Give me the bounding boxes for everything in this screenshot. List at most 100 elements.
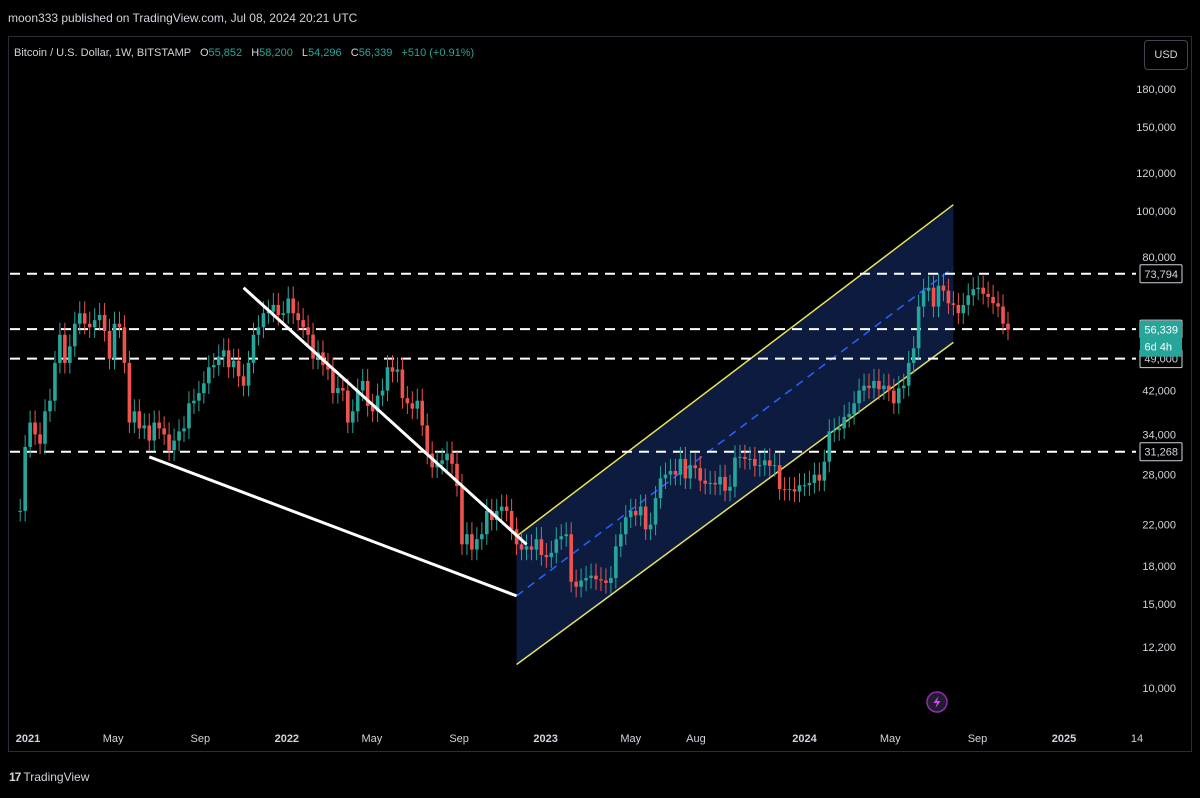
candle-body xyxy=(857,390,861,404)
candle-body xyxy=(633,510,638,516)
candle-body xyxy=(226,350,231,368)
candle-body xyxy=(28,422,32,447)
candle-body xyxy=(202,383,206,394)
candle-body xyxy=(499,506,504,511)
candle-body xyxy=(549,552,554,558)
candle-body xyxy=(544,554,549,558)
candle-body xyxy=(296,313,300,321)
time-tick-label: 2024 xyxy=(792,733,817,745)
candle-body xyxy=(753,458,757,466)
candle-body xyxy=(127,362,132,423)
candle-body xyxy=(276,304,281,315)
candle-body xyxy=(420,400,425,426)
candle-body xyxy=(991,296,995,304)
candle-body xyxy=(757,465,762,467)
candle-body xyxy=(896,388,901,404)
symbol-name[interactable]: Bitcoin / U.S. Dollar, 1W, BITSTAMP xyxy=(14,47,191,59)
candle-body xyxy=(256,327,261,335)
candle-body xyxy=(112,323,117,359)
candle-body xyxy=(365,380,370,406)
candle-body xyxy=(688,465,693,479)
candle-body xyxy=(663,474,668,479)
time-tick-label: 2023 xyxy=(533,733,557,745)
candle-body xyxy=(370,405,375,412)
candle-body xyxy=(400,369,405,399)
wedge-upper-line xyxy=(242,286,528,546)
candle-body xyxy=(728,486,732,491)
candle-body xyxy=(872,380,876,389)
candle-body xyxy=(286,298,291,314)
candle-body xyxy=(623,517,628,535)
candle-body xyxy=(53,362,57,401)
candle-body xyxy=(470,534,474,550)
candle-body xyxy=(355,390,360,412)
candle-body xyxy=(723,476,727,491)
level-badge xyxy=(1139,264,1183,284)
candle-body xyxy=(63,334,67,363)
candle-body xyxy=(648,524,653,530)
candle-body xyxy=(445,453,449,461)
price-tick-label: 34,000 xyxy=(1142,429,1176,441)
candle-body xyxy=(619,534,623,547)
candle-body xyxy=(211,365,216,368)
time-axis: 2021 May Sep 2022 May Sep 2023 May Aug 2024 May Sep… xyxy=(16,733,1143,745)
candle-body xyxy=(678,458,683,475)
candle-body xyxy=(782,489,787,491)
candle-body xyxy=(137,411,142,429)
candle-body xyxy=(187,403,191,429)
price-axis: 10,000 12,200 15,000 18,000 22,000 28,000 34,0… xyxy=(1136,84,1176,695)
time-tick-label: Sep xyxy=(449,733,469,745)
candle-body xyxy=(718,476,722,485)
candle-body xyxy=(792,489,797,492)
candle-body xyxy=(519,544,524,550)
candle-body xyxy=(475,539,479,550)
candle-body xyxy=(961,304,966,314)
candle-body xyxy=(852,403,856,415)
top-bar: moon333 published on TradingView.com, Ju… xyxy=(0,0,1200,36)
candle-body xyxy=(390,367,395,372)
candle-body xyxy=(673,470,678,475)
alert-icon[interactable] xyxy=(926,691,948,713)
candle-body xyxy=(360,380,365,391)
candle-body xyxy=(92,320,97,328)
channel-lower-line xyxy=(516,341,954,666)
candle-body xyxy=(594,575,598,580)
candle-body xyxy=(524,546,529,550)
tradingview-logo[interactable]: 17 TradingView xyxy=(9,770,89,784)
price-tick-label: 120,000 xyxy=(1136,168,1176,180)
candle-body xyxy=(440,460,444,464)
published-info: moon333 published on TradingView.com, Ju… xyxy=(8,11,358,25)
price-tick-label: 22,000 xyxy=(1142,520,1176,532)
candle-body xyxy=(350,411,355,423)
candle-body xyxy=(207,367,211,384)
candle-body xyxy=(251,334,256,363)
currency-button[interactable]: USD xyxy=(1144,40,1188,70)
candle-body xyxy=(812,474,817,483)
candle-body xyxy=(97,314,102,321)
time-tick-label: 2025 xyxy=(1052,733,1076,745)
candle-body xyxy=(901,385,906,389)
candle-body xyxy=(743,456,747,459)
candle-body xyxy=(336,388,340,394)
candle-body xyxy=(162,428,166,435)
candle-body xyxy=(107,330,112,359)
candle-body xyxy=(738,456,742,458)
candle-body xyxy=(346,390,350,423)
candle-body xyxy=(1006,323,1010,330)
candle-body xyxy=(574,581,578,587)
candle-body xyxy=(822,461,827,481)
candle-body xyxy=(271,304,276,312)
candle-body xyxy=(241,376,246,386)
candle-body xyxy=(172,440,176,451)
candle-body xyxy=(847,414,851,417)
candle-body xyxy=(926,287,931,291)
level-badge xyxy=(1139,442,1183,462)
time-tick-label: 14 xyxy=(1131,733,1143,745)
candle-body xyxy=(832,430,837,432)
candle-body xyxy=(643,506,648,530)
channel-band xyxy=(516,204,954,665)
candle-body xyxy=(892,390,896,404)
price-tick-label: 18,000 xyxy=(1142,561,1176,573)
candle-body xyxy=(916,306,921,349)
